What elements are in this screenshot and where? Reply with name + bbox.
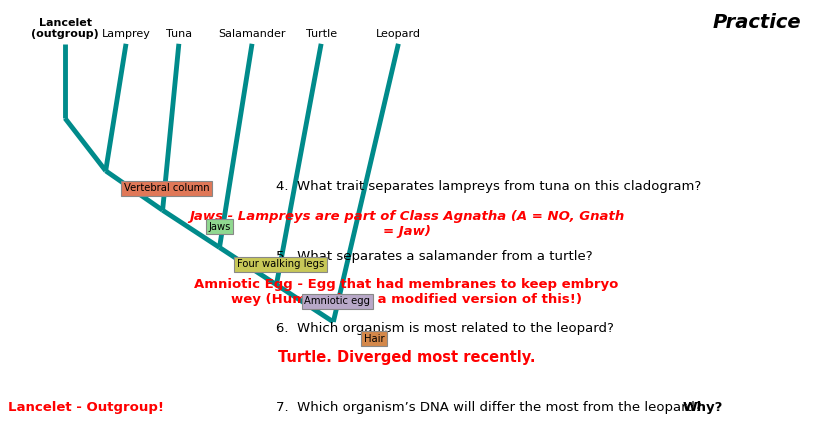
Text: Leopard: Leopard [376, 29, 421, 39]
Text: 5.  What separates a salamander from a turtle?: 5. What separates a salamander from a tu… [276, 250, 593, 263]
Text: Hair: Hair [363, 334, 385, 343]
Text: Turtle: Turtle [306, 29, 337, 39]
Text: Why?: Why? [683, 401, 724, 414]
Text: Salamander: Salamander [218, 29, 286, 39]
Text: Tuna: Tuna [166, 29, 192, 39]
Text: 7.  Which organism’s DNA will differ the most from the leopard?: 7. Which organism’s DNA will differ the … [276, 401, 711, 414]
Text: Vertebral column: Vertebral column [124, 184, 210, 193]
Text: Amniotic egg: Amniotic egg [304, 297, 371, 306]
Text: Lamprey: Lamprey [102, 29, 150, 39]
Text: Jaws - Lampreys are part of Class Agnatha (A = NO, Gnath
= Jaw): Jaws - Lampreys are part of Class Agnath… [189, 210, 624, 238]
Text: Jaws: Jaws [208, 222, 231, 232]
Text: 4.  What trait separates lampreys from tuna on this cladogram?: 4. What trait separates lampreys from tu… [276, 180, 702, 193]
Text: Turtle. Diverged most recently.: Turtle. Diverged most recently. [278, 350, 535, 365]
Text: Lancelet - Outgroup!: Lancelet - Outgroup! [8, 401, 164, 414]
Text: Lancelet
(outgroup): Lancelet (outgroup) [31, 18, 99, 39]
Text: Four walking legs: Four walking legs [237, 259, 324, 269]
Text: 6.  Which organism is most related to the leopard?: 6. Which organism is most related to the… [276, 322, 615, 335]
Text: Amniotic Egg - Egg that had membranes to keep embryo
wey (Humans have a modified: Amniotic Egg - Egg that had membranes to… [194, 278, 619, 306]
Text: Practice: Practice [712, 13, 801, 32]
